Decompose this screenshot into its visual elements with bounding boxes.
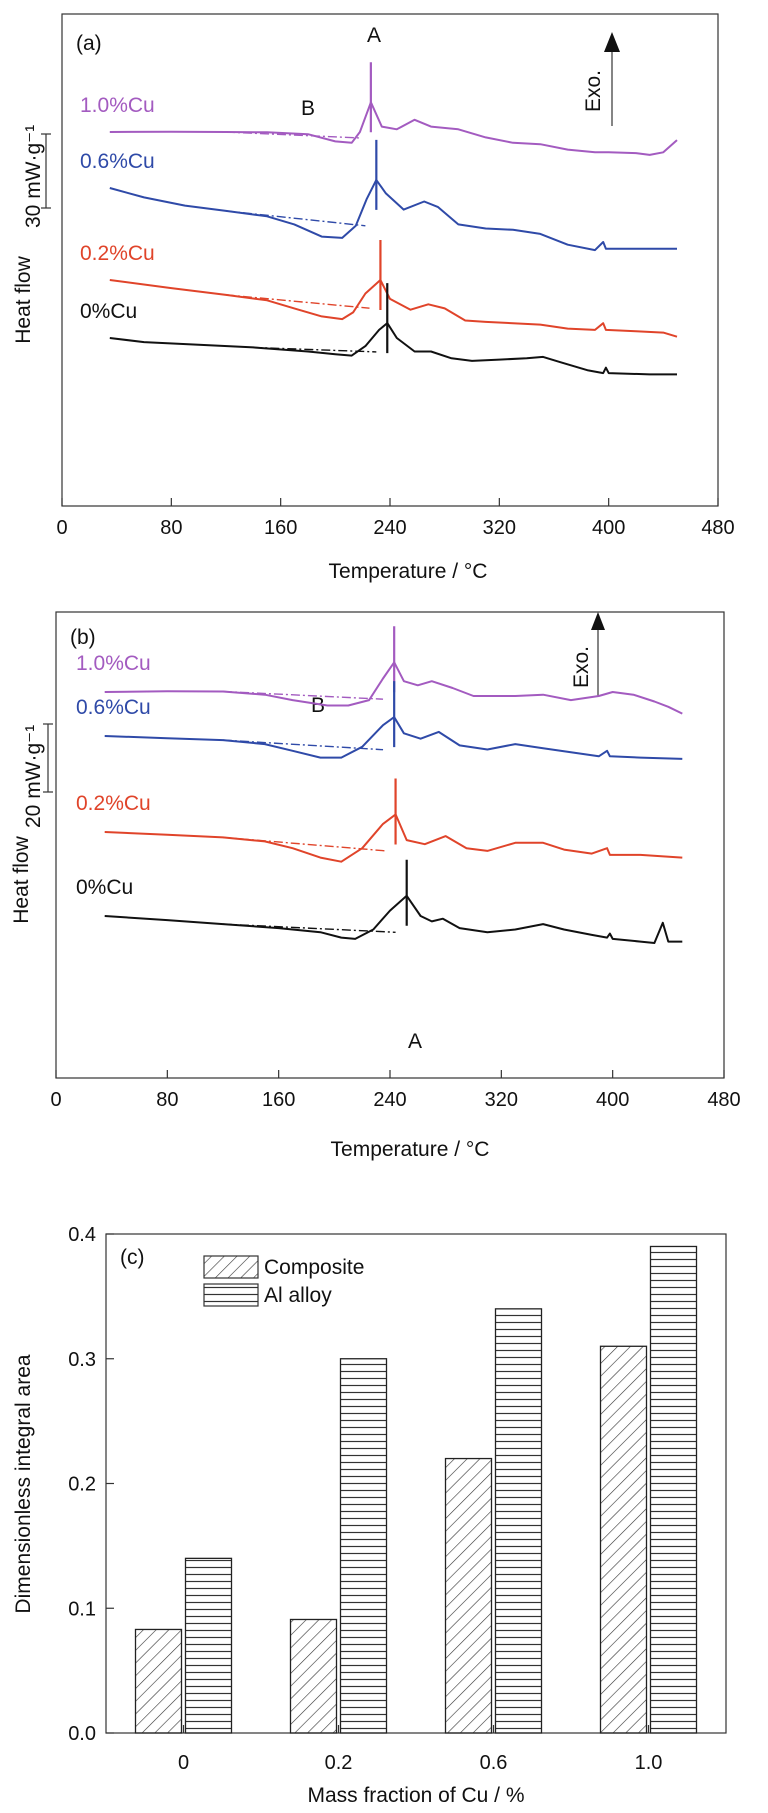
panel-c-legend: Composite Al alloy xyxy=(203,1255,364,1307)
panel-b-scale-bar: 20 mW·g⁻¹ xyxy=(22,723,53,828)
x-tick-label: 160 xyxy=(262,1089,295,1111)
panel-b-label-b: B xyxy=(311,694,325,717)
x-tick-label: 480 xyxy=(701,517,734,539)
panel-c-bar-chart: (c) Mass fraction of Cu / % Dimensionles… xyxy=(0,1200,768,1813)
panel-a-x-ticks: 0 80 160 240 320 400 480 xyxy=(56,498,735,539)
panel-a-exo-label: Exo. xyxy=(582,70,605,112)
panel-b-exo-arrow: Exo. xyxy=(570,612,605,696)
baseline-0.2%Cu xyxy=(222,836,385,852)
bar-al-alloy-0.6 xyxy=(494,1308,543,1734)
legend-label-al-alloy: Al alloy xyxy=(264,1284,332,1307)
baseline-0%Cu xyxy=(253,346,377,353)
panel-b-label: (b) xyxy=(70,626,96,649)
x-tick-label: 240 xyxy=(373,1089,406,1111)
y-tick-label: 0.4 xyxy=(68,1224,96,1246)
panel-b-plot-frame xyxy=(55,611,725,1079)
bar-al-alloy-0 xyxy=(184,1557,233,1734)
panel-a-ylabel: Heat flow xyxy=(12,255,35,343)
panel-c-bars xyxy=(134,1245,698,1734)
x-tick-label: 80 xyxy=(156,1089,178,1111)
panel-b-dsc-chart: (b) Temperature / °C Heat flow 20 mW·g⁻¹… xyxy=(0,600,768,1200)
bar-composite-0.6 xyxy=(444,1457,493,1734)
x-tick-label: 400 xyxy=(596,1089,629,1111)
x-tick-label: 0.6 xyxy=(480,1752,508,1774)
panel-b-x-ticks: 0 80 160 240 320 400 480 xyxy=(50,1070,741,1111)
panel-a-scale-label: 30 mW·g⁻¹ xyxy=(22,125,45,228)
series-label-0%Cu: 0%Cu xyxy=(76,876,133,899)
legend-swatch-composite xyxy=(203,1255,259,1279)
x-tick-label: 480 xyxy=(707,1089,740,1111)
panel-c-axes: 0.0 0.1 0.2 0.3 0.4 0 0.2 0.6 1.0 xyxy=(68,1224,662,1774)
baseline-0%Cu xyxy=(222,923,396,933)
baseline-0.6%Cu xyxy=(222,739,384,751)
panel-b-ylabel: Heat flow xyxy=(10,835,33,923)
bar-al-alloy-0.2 xyxy=(339,1358,388,1734)
panel-c-label: (c) xyxy=(120,1246,145,1269)
panel-b-exo-label: Exo. xyxy=(570,646,593,688)
y-tick-label: 0.3 xyxy=(68,1349,96,1371)
baseline-0.6%Cu xyxy=(225,210,366,227)
x-tick-label: 0 xyxy=(178,1752,189,1774)
baseline-0.2%Cu xyxy=(225,294,370,309)
panel-a-curves: 1.0%Cu 0.6%Cu 0.2%Cu 0%Cu xyxy=(80,62,678,376)
x-tick-label: 160 xyxy=(264,517,297,539)
x-tick-label: 0 xyxy=(56,517,67,539)
panel-b-svg: (b) Temperature / °C Heat flow 20 mW·g⁻¹… xyxy=(10,611,741,1161)
panel-b-scale-label: 20 mW·g⁻¹ xyxy=(22,725,45,828)
y-tick-label: 0.0 xyxy=(68,1723,96,1745)
bar-composite-1.0 xyxy=(599,1345,648,1734)
bar-al-alloy-1.0 xyxy=(649,1245,698,1734)
panel-c-svg: (c) Mass fraction of Cu / % Dimensionles… xyxy=(12,1224,727,1807)
x-tick-label: 0 xyxy=(50,1089,61,1111)
panel-b-xlabel: Temperature / °C xyxy=(331,1138,490,1161)
panel-a-peak-label-a: A xyxy=(367,24,381,47)
series-label-0.2%Cu: 0.2%Cu xyxy=(76,792,151,815)
baseline-1.0%Cu xyxy=(222,690,384,700)
series-label-1.0%Cu: 1.0%Cu xyxy=(76,652,151,675)
panel-c-ylabel: Dimensionless integral area xyxy=(12,1354,35,1613)
legend-label-composite: Composite xyxy=(264,1256,364,1279)
bar-composite-0 xyxy=(134,1628,183,1734)
series-label-0%Cu: 0%Cu xyxy=(80,300,137,323)
panel-a-label-b: B xyxy=(301,97,315,120)
curve-0.2%Cu xyxy=(109,279,678,338)
series-label-1.0%Cu: 1.0%Cu xyxy=(80,94,155,117)
panel-a-label: (a) xyxy=(76,32,102,55)
panel-a-dsc-chart: (a) Temperature / °C Heat flow 30 mW·g⁻¹… xyxy=(0,0,768,600)
curve-1.0%Cu xyxy=(109,101,678,156)
baseline-1.0%Cu xyxy=(225,131,360,139)
panel-b-curves: 1.0%Cu 0.6%Cu 0.2%Cu 0%Cu xyxy=(76,626,683,944)
curve-0.6%Cu xyxy=(109,178,677,252)
panel-a-svg: (a) Temperature / °C Heat flow 30 mW·g⁻¹… xyxy=(12,13,735,583)
panel-a-xlabel: Temperature / °C xyxy=(329,560,488,583)
bar-composite-0.2 xyxy=(289,1618,338,1734)
y-tick-label: 0.1 xyxy=(68,1598,96,1620)
x-tick-label: 80 xyxy=(160,517,182,539)
panel-a-exo-arrow: Exo. xyxy=(582,32,620,126)
x-tick-label: 320 xyxy=(483,517,516,539)
y-tick-label: 0.2 xyxy=(68,1474,96,1496)
curve-0.6%Cu xyxy=(104,716,683,760)
curve-0.2%Cu xyxy=(104,813,683,863)
curve-0%Cu xyxy=(104,894,683,944)
series-label-0.6%Cu: 0.6%Cu xyxy=(76,696,151,719)
panel-b-exo-arrow-head xyxy=(591,612,605,630)
panel-a-scale-bar: 30 mW·g⁻¹ xyxy=(22,125,51,228)
legend-swatch-al-alloy xyxy=(203,1283,259,1307)
x-tick-label: 240 xyxy=(373,517,406,539)
curve-1.0%Cu xyxy=(104,661,683,715)
curve-0%Cu xyxy=(109,322,677,376)
panel-b-peak-label-a: A xyxy=(408,1030,422,1053)
series-label-0.6%Cu: 0.6%Cu xyxy=(80,150,155,173)
series-label-0.2%Cu: 0.2%Cu xyxy=(80,242,155,265)
x-tick-label: 0.2 xyxy=(325,1752,353,1774)
panel-a-exo-arrow-head xyxy=(604,32,620,52)
x-tick-label: 320 xyxy=(485,1089,518,1111)
x-tick-label: 400 xyxy=(592,517,625,539)
panel-a-plot-frame xyxy=(61,13,719,507)
panel-c-xlabel: Mass fraction of Cu / % xyxy=(307,1784,524,1807)
x-tick-label: 1.0 xyxy=(635,1752,663,1774)
